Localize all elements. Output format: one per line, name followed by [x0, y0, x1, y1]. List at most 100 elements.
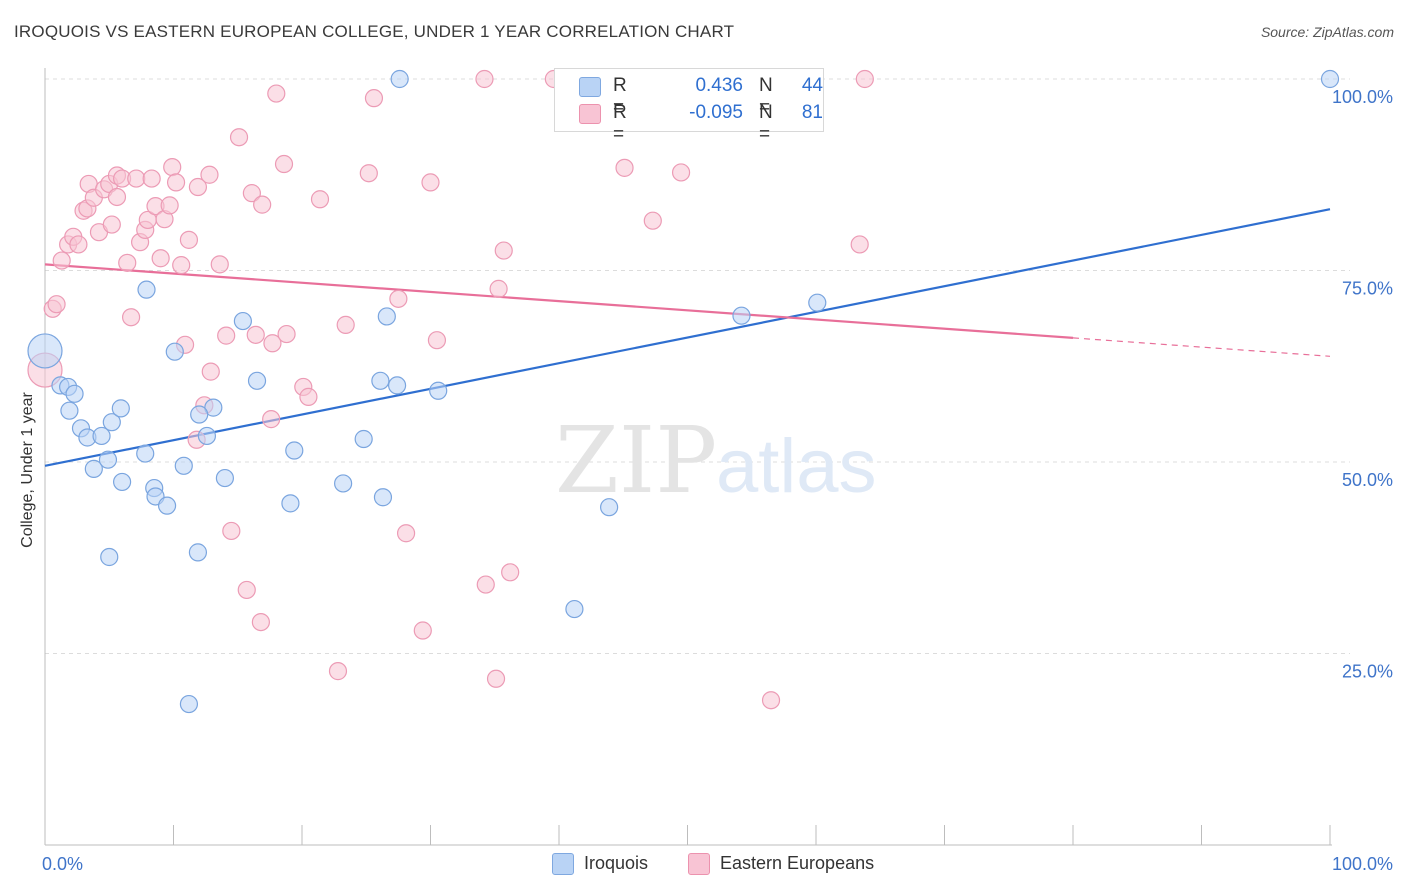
- watermark-atlas: atlas: [716, 424, 877, 509]
- bottom-legend-label-iroquois: Iroquois: [584, 853, 649, 873]
- data-point: [100, 547, 119, 567]
- data-point: [413, 621, 432, 640]
- data-point: [600, 498, 619, 517]
- data-point: [310, 190, 330, 209]
- data-point: [69, 235, 88, 254]
- data-point: [855, 69, 874, 89]
- data-point: [201, 362, 220, 381]
- watermark-zip: ZIP: [555, 407, 717, 514]
- trend-line-extension: [1072, 337, 1331, 357]
- data-point: [242, 184, 261, 203]
- data-point: [217, 326, 236, 345]
- data-point: [281, 494, 300, 513]
- y-tick-label: 25.0%: [1342, 662, 1393, 682]
- data-point: [274, 154, 294, 174]
- y-tick-label: 100.0%: [1332, 87, 1393, 107]
- data-point: [200, 165, 219, 184]
- bottom-legend-swatch-iroquois: [552, 853, 574, 875]
- data-point: [387, 376, 407, 395]
- gridlines: [45, 78, 1350, 654]
- data-point: [389, 289, 408, 308]
- tick-labels: 25.0% 50.0% 75.0% 100.0% 0.0% 100.0%: [42, 87, 1393, 874]
- data-point: [643, 211, 662, 230]
- legend-swatch-eastern-europeans: [579, 104, 601, 124]
- data-point: [112, 472, 132, 492]
- data-point: [427, 331, 447, 350]
- data-point: [84, 459, 103, 478]
- data-point: [253, 195, 272, 214]
- data-point: [174, 456, 193, 475]
- data-point: [371, 371, 390, 390]
- data-point: [160, 196, 179, 215]
- source-label: Source: ZipAtlas.com: [1260, 24, 1394, 40]
- y-axis-label: College, Under 1 year: [19, 392, 36, 548]
- data-point: [65, 384, 84, 403]
- data-point: [761, 691, 781, 710]
- data-point: [190, 405, 209, 424]
- data-point: [486, 669, 506, 688]
- x-tick-label: 0.0%: [42, 854, 83, 874]
- data-point: [494, 241, 513, 260]
- y-tick-label: 75.0%: [1342, 279, 1393, 299]
- bottom-legend-label-eastern-europeans: Eastern Europeans: [720, 853, 875, 873]
- data-point: [60, 401, 79, 420]
- data-point: [328, 662, 348, 681]
- data-point: [808, 293, 827, 312]
- data-point: [137, 280, 156, 299]
- data-point: [233, 311, 252, 331]
- data-point: [102, 215, 121, 234]
- data-point: [285, 441, 304, 460]
- data-point: [210, 255, 229, 274]
- data-point: [262, 410, 281, 429]
- legend-n-value: 44: [801, 75, 823, 96]
- data-points: [27, 69, 1340, 714]
- data-point: [299, 387, 318, 406]
- data-point: [107, 187, 127, 207]
- data-point: [1320, 69, 1340, 89]
- data-point: [354, 429, 373, 449]
- data-point: [27, 333, 63, 369]
- bottom-legend-swatch-eastern-europeans: [688, 853, 710, 875]
- legend-r-label: R =: [613, 75, 627, 118]
- data-point: [111, 399, 130, 418]
- data-point: [127, 169, 146, 188]
- data-point: [373, 488, 393, 507]
- chart-title: IROQUOIS VS EASTERN EUROPEAN COLLEGE, UN…: [14, 22, 735, 41]
- data-point: [157, 496, 177, 515]
- data-point: [165, 342, 184, 361]
- data-point: [98, 450, 118, 469]
- correlation-legend: R = 0.436 N = 44 R = -0.095 N = 81: [554, 68, 824, 145]
- legend-swatch-iroquois: [579, 77, 601, 97]
- y-tick-label: 50.0%: [1342, 470, 1393, 490]
- data-point: [732, 306, 751, 325]
- data-point: [52, 251, 71, 270]
- legend-n-label: N =: [759, 75, 773, 118]
- legend-n-label: N =: [759, 102, 773, 145]
- trend-line: [44, 208, 1331, 467]
- data-point: [263, 334, 282, 353]
- data-point: [489, 279, 508, 298]
- data-point: [136, 444, 155, 463]
- data-point: [476, 575, 495, 594]
- data-point: [222, 521, 241, 541]
- legend-r-value: -0.095: [689, 102, 743, 123]
- data-point: [267, 84, 286, 103]
- data-point: [166, 173, 186, 192]
- data-point: [364, 89, 384, 108]
- data-point: [179, 694, 199, 714]
- data-point: [336, 315, 355, 334]
- data-point: [501, 563, 520, 582]
- trend-lines: [44, 208, 1331, 467]
- data-point: [246, 325, 265, 344]
- data-point: [247, 371, 267, 390]
- data-point: [92, 426, 111, 446]
- data-point: [188, 543, 208, 562]
- data-point: [565, 599, 584, 619]
- data-point: [850, 235, 869, 254]
- data-point: [188, 177, 208, 197]
- trend-line: [44, 263, 1074, 340]
- data-point: [396, 524, 416, 543]
- data-point: [475, 69, 494, 89]
- data-point: [172, 256, 191, 275]
